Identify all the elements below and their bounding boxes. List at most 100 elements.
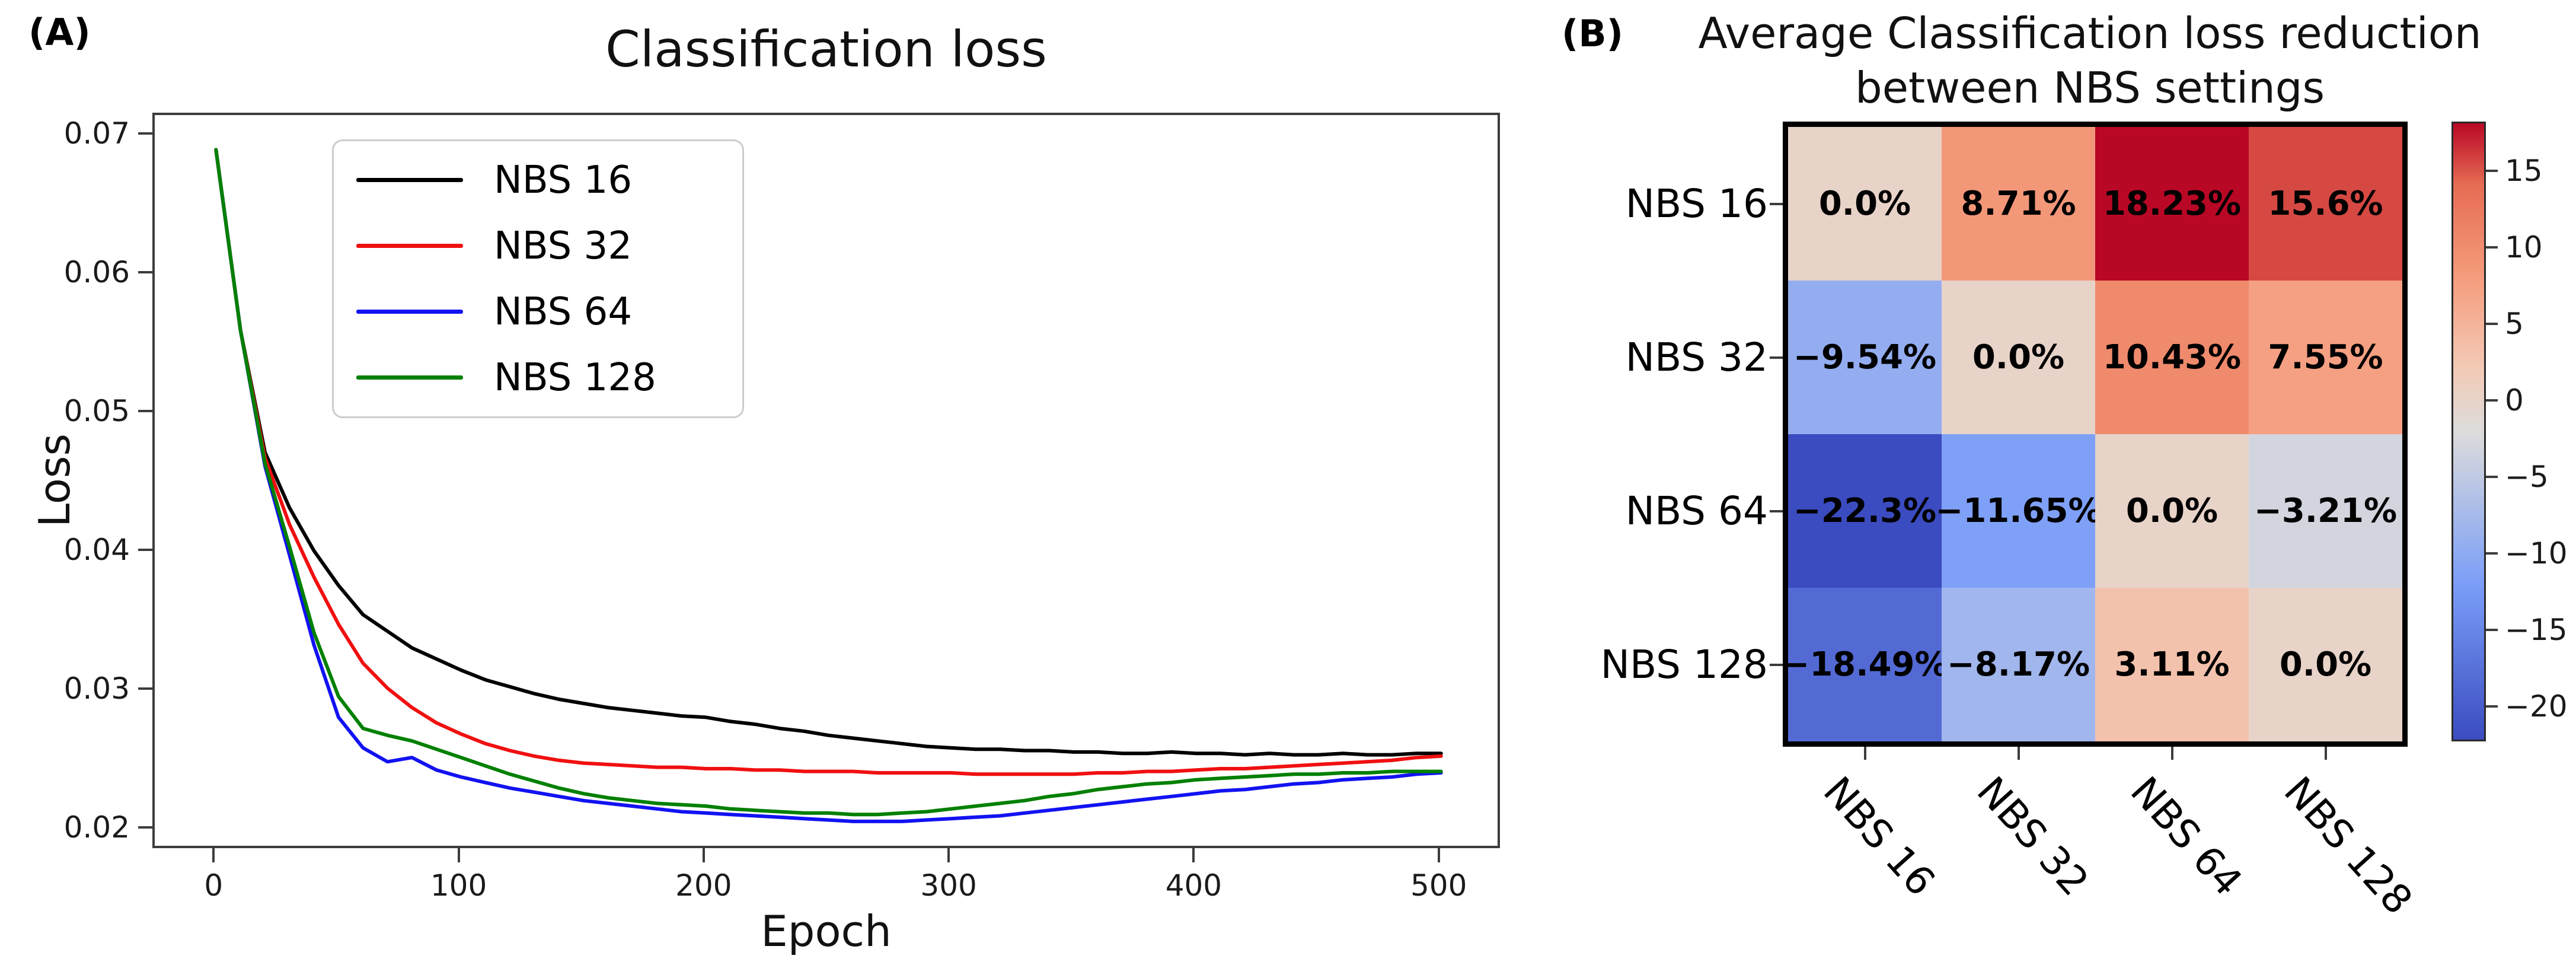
x-tick-label: 500 [1410,868,1467,903]
heatmap-row-label-1: NBS 16 [1625,180,1768,227]
x-tick-label: 100 [430,868,487,903]
x-tick-label: 200 [675,868,732,903]
heatmap-cell-value: 3.11% [2114,645,2230,684]
y-tick-label: 0.07 [63,116,130,151]
x-tick-mark [947,848,950,862]
legend-entry-label: NBS 128 [494,355,656,400]
heatmap-cell-value: 8.71% [1961,184,2076,223]
heatmap-cell-r3c3: 0.0% [2249,588,2402,741]
heatmap-col-tick [1863,747,1866,760]
heatmap-cell-r0c3: 15.6% [2249,127,2402,281]
heatmap-cell-value: −8.17% [1946,645,2090,684]
heatmap-col-tick [2170,747,2173,760]
series-line-nbs-32 [214,148,1443,776]
colorbar-tick-mark [2486,705,2498,708]
loss-curves-svg [214,148,1443,823]
heatmap-cell-r3c2: 3.11% [2095,588,2249,741]
legend-entry-nbs-32: NBS 32 [334,224,742,268]
colorbar-tick-mark [2486,552,2498,555]
colorbar-tick-label: 10 [2505,230,2543,265]
legend-line-sample [356,310,463,314]
colorbar-tick-label: −15 [2505,612,2568,647]
colorbar [2451,122,2486,741]
y-tick-mark [138,687,152,690]
x-axis-label: Epoch [761,906,892,956]
colorbar-tick-mark [2486,246,2498,249]
legend-box: NBS 16 NBS 32 NBS 64 NBS 128 [332,139,744,418]
heatmap-cell-value: 0.0% [2125,492,2219,530]
legend-entry-label: NBS 64 [494,289,633,334]
heatmap-row-tick [1770,202,1783,205]
heatmap-cell-r1c2: 10.43% [2095,281,2249,434]
colorbar-tick-label: −10 [2505,536,2568,571]
y-tick-mark [138,548,152,551]
heatmap-cell-r3c1: −8.17% [1942,588,2095,741]
heatmap-col-tick [2017,747,2020,760]
legend-entry-label: NBS 32 [494,224,633,268]
y-tick-mark [138,410,152,413]
y-tick-label: 0.05 [63,394,130,429]
x-tick-mark [212,848,215,862]
y-tick-mark [138,271,152,274]
heatmap-cell-r1c3: 7.55% [2249,281,2402,434]
x-tick-mark [457,848,460,862]
heatmap-row-tick [1770,356,1783,359]
x-tick-label: 400 [1165,868,1222,903]
heatmap-cell-r2c1: −11.65% [1935,434,2102,588]
heatmap-col-label-2: NBS 32 [1968,768,2098,905]
colorbar-tick-mark [2486,323,2498,326]
legend-line-sample [356,178,463,182]
heatmap-cell-r0c2: 18.23% [2095,127,2249,281]
colorbar-tick-label: 15 [2505,154,2543,189]
heatmap-cell-r2c3: −3.21% [2249,434,2402,588]
series-line-nbs-128 [214,148,1443,817]
heatmap-cell-value: 10.43% [2102,338,2242,377]
heatmap-col-label-1: NBS 16 [1814,768,1944,905]
panel-b-title-line1: Average Classification loss reduction [1698,8,2482,58]
heatmap-row-label-3: NBS 64 [1625,488,1768,534]
heatmap-row-label-4: NBS 128 [1600,641,1768,687]
heatmap-row-label-2: NBS 32 [1625,334,1768,380]
heatmap-cell-r1c1: 0.0% [1942,281,2095,434]
y-tick-label: 0.04 [63,532,130,567]
heatmap-cell-r2c2: 0.0% [2095,434,2249,588]
heatmap-cell-r3c0: −18.49% [1782,588,1948,741]
heatmap-cell-r0c0: 0.0% [1788,127,1942,281]
heatmap-cell-value: −22.3% [1793,492,1937,530]
heatmap-cell-value: 15.6% [2268,184,2383,223]
panel-b-title-line2: between NBS settings [1855,63,2325,113]
heatmap-cell-value: 0.0% [2279,645,2372,684]
heatmap-cell-value: 18.23% [2102,184,2242,223]
x-tick-label: 300 [920,868,977,903]
y-tick-mark [138,132,152,135]
heatmap-cell-r0c1: 8.71% [1942,127,2095,281]
colorbar-tick-mark [2486,170,2498,173]
x-tick-mark [702,848,705,862]
colorbar-tick-mark [2486,628,2498,631]
heatmap-cell-value: −11.65% [1935,492,2102,530]
colorbar-tick-label: −5 [2505,459,2549,494]
colorbar-tick-label: 0 [2505,383,2524,418]
heatmap-cell-r1c0: −9.54% [1788,281,1942,434]
panel-a-label: (A) [28,11,91,54]
heatmap-grid: 0.0% 8.71% 18.23% 15.6% −9.54% 0.0% 10.43% 7.55… [1782,122,2408,747]
series-line-nbs-16 [214,148,1443,757]
colorbar-tick-mark [2486,475,2498,478]
heatmap-row-tick [1770,663,1783,666]
colorbar-tick-label: −20 [2505,689,2568,724]
y-axis-label: Loss [30,434,79,527]
heatmap-col-label-4: NBS 128 [2275,768,2421,923]
legend-entry-nbs-64: NBS 64 [334,290,742,334]
x-tick-label: 0 [204,868,224,903]
colorbar-tick-mark [2486,399,2498,402]
y-tick-mark [138,826,152,829]
heatmap-cell-r2c0: −22.3% [1788,434,1942,588]
heatmap-cell-value: 0.0% [1972,338,2065,377]
series-line-nbs-64 [214,148,1443,823]
y-tick-label: 0.06 [63,255,130,290]
legend-line-sample [356,375,463,380]
heatmap-cell-value: −18.49% [1782,645,1948,684]
x-tick-mark [1437,848,1440,862]
panel-a-title: Classification loss [605,20,1047,78]
